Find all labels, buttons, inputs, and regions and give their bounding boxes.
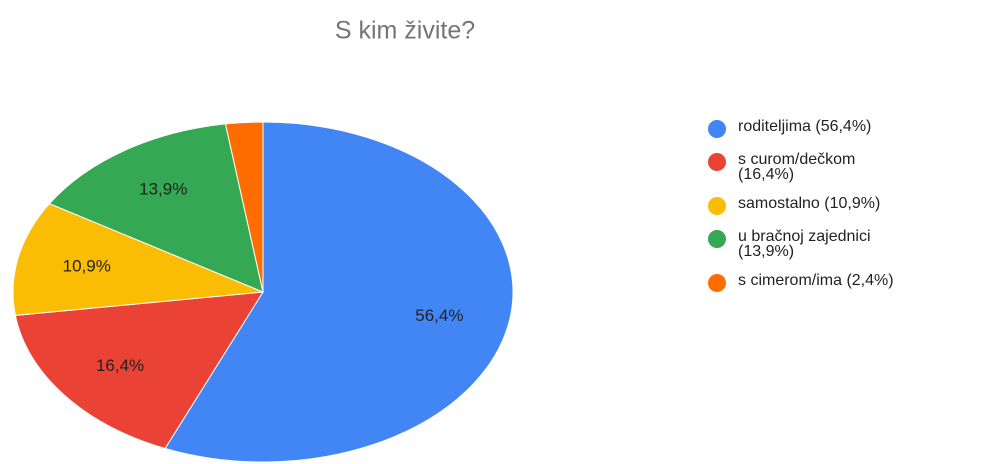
legend-swatch bbox=[708, 153, 726, 171]
legend-swatch bbox=[708, 120, 726, 138]
legend-item: s curom/dečkom (16,4%) bbox=[708, 151, 958, 183]
legend-swatch bbox=[708, 274, 726, 292]
chart-title: S kim živite? bbox=[335, 17, 475, 45]
legend-label: roditeljima (56,4%) bbox=[738, 118, 872, 135]
slice-label: 10,9% bbox=[63, 257, 111, 276]
legend-label: samostalno (10,9%) bbox=[738, 195, 881, 212]
slice-label: 13,9% bbox=[139, 180, 187, 199]
pie-slice bbox=[14, 291, 264, 450]
pie-slice bbox=[164, 121, 514, 463]
legend-item: roditeljima (56,4%) bbox=[708, 119, 958, 138]
pie-slice bbox=[48, 123, 264, 293]
slice-label: 56,4% bbox=[415, 306, 463, 325]
legend: roditeljima (56,4%) s curom/dečkom (16,4%… bbox=[708, 119, 958, 306]
pie-slice bbox=[224, 121, 264, 293]
legend-item: s cimerom/ima (2,4%) bbox=[708, 273, 958, 292]
legend-item: samostalno (10,9%) bbox=[708, 196, 958, 215]
legend-swatch bbox=[708, 197, 726, 215]
legend-label: u bračnoj zajednici (13,9%) bbox=[738, 228, 871, 260]
legend-swatch bbox=[708, 230, 726, 248]
legend-item: u bračnoj zajednici (13,9%) bbox=[708, 228, 958, 260]
legend-label: s cimerom/ima (2,4%) bbox=[738, 272, 894, 289]
slice-label: 16,4% bbox=[96, 356, 144, 375]
pie-slice bbox=[12, 203, 264, 316]
legend-label: s curom/dečkom (16,4%) bbox=[738, 151, 856, 183]
